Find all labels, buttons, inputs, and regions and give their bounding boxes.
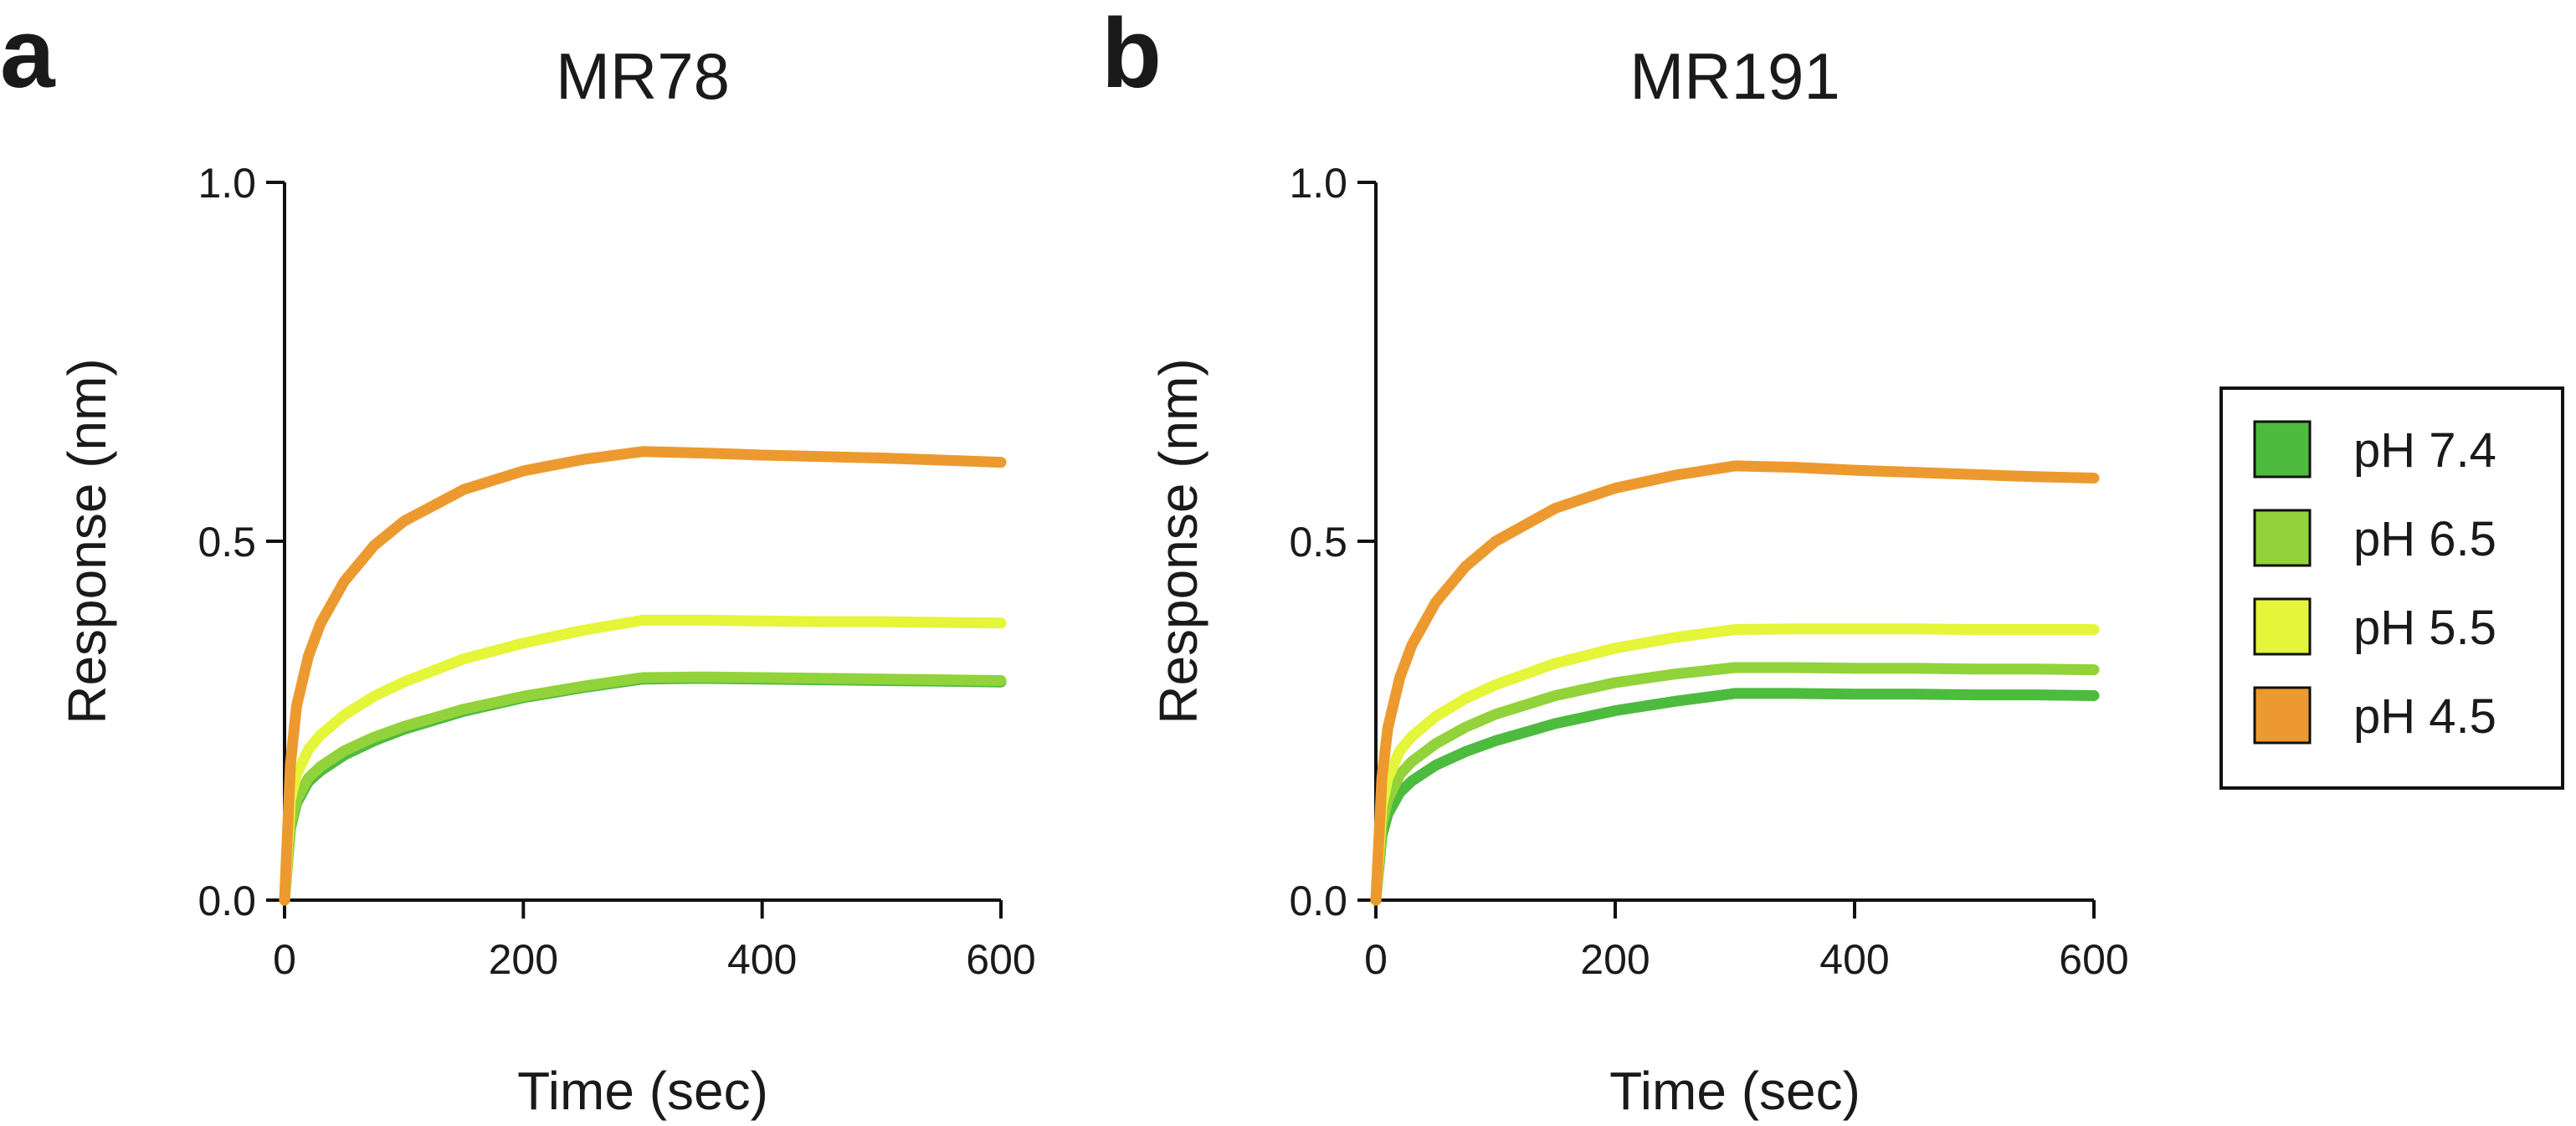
series-line-ph-5-5 [1370,623,2100,906]
legend-swatch-ph-6-5 [2253,509,2312,567]
x-tick-label: 400 [1819,936,1889,983]
panel-letter: a [0,0,56,109]
x-axis-label: Time (sec) [1609,1061,1860,1121]
chart-title: MR191 [1629,39,1840,113]
series-line-ph-6-5 [1370,662,2100,906]
x-tick-label: 200 [489,936,558,983]
y-axis-label: Response (nm) [1148,358,1208,724]
panel-a: a MR78 0.0 0.5 1.0 0 200 400 600 Time (sec) Respon… [0,0,1036,1121]
legend-swatch-ph-7-4 [2253,420,2312,479]
y-tick-label: 0.5 [198,519,256,566]
x-tick-label: 0 [273,936,296,983]
y-tick-label: 0.0 [1289,878,1347,924]
series-line-ph-4-5 [279,446,1007,906]
series-line-ph-4-5 [1370,460,2100,906]
series-line-ph-5-5 [279,614,1007,906]
y-tick-label: 1.0 [198,160,256,207]
legend-label: pH 7.4 [2353,423,2496,478]
panel-letter: b [1101,0,1162,109]
series-line-ph-7-4 [1370,688,2100,906]
x-tick-label: 0 [1364,936,1388,983]
y-tick-label: 0.5 [1289,519,1347,566]
legend-swatch-ph-5-5 [2253,597,2312,656]
y-tick-label: 0.0 [198,878,256,924]
legend-label: pH 5.5 [2353,601,2496,655]
legend-label: pH 4.5 [2353,689,2496,744]
x-tick-label: 400 [727,936,797,983]
x-tick-label: 200 [1580,936,1650,983]
panel-b: b MR191 0.0 0.5 1.0 0 200 400 600 Time (sec) Respo… [1101,0,2129,1121]
chart-title: MR78 [556,39,730,113]
x-tick-label: 600 [966,936,1035,983]
x-tick-label: 600 [2059,936,2128,983]
legend: pH 7.4 pH 6.5 pH 5.5 pH 4.5 [2219,386,2564,790]
legend-swatch-ph-4-5 [2253,686,2312,745]
y-axis-label: Response (nm) [57,358,117,724]
x-axis-label: Time (sec) [517,1061,768,1121]
series-line-ph-7-4 [279,673,1007,906]
y-tick-label: 1.0 [1289,160,1347,207]
series-line-ph-6-5 [279,671,1007,906]
legend-label: pH 6.5 [2353,512,2496,566]
